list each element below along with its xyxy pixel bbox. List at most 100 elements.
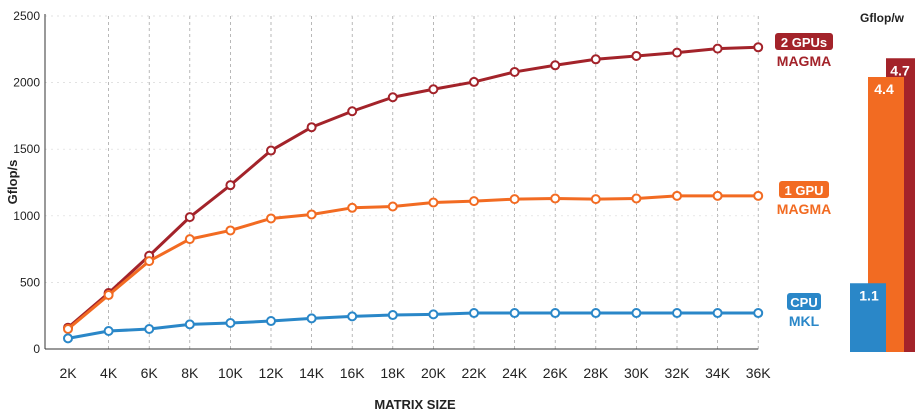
data-point [184, 234, 195, 245]
legend-sublabel: MAGMA [777, 201, 831, 217]
x-tick-label: 22K [462, 365, 488, 381]
data-point [631, 308, 642, 319]
data-point [469, 76, 479, 87]
x-tick-label: 30K [624, 365, 650, 381]
data-point [672, 47, 682, 58]
grid [45, 15, 759, 350]
data-point [672, 308, 682, 319]
gflop-per-watt-bars: 1.1 4.4 4.7 [850, 58, 915, 352]
data-point [144, 256, 155, 267]
data-point [712, 308, 723, 319]
data-point [672, 190, 682, 201]
x-tick-label: 4K [100, 365, 118, 381]
data-point [306, 122, 317, 133]
data-point [550, 193, 561, 204]
legend-label: 2 GPUs [781, 35, 827, 50]
data-point [225, 225, 236, 236]
data-point [184, 319, 195, 330]
series-line [67, 45, 759, 329]
x-tick-label: 28K [583, 365, 609, 381]
x-tick-label: 2K [59, 365, 77, 381]
series-group [63, 42, 764, 344]
y-tick-label: 2500 [13, 9, 40, 23]
bar-chart-title: Gflop/w [860, 11, 905, 25]
bar-value-label: 4.4 [874, 81, 894, 97]
legend-label: CPU [790, 295, 817, 310]
data-point [225, 318, 236, 329]
y-tick-label: 1000 [13, 209, 40, 223]
x-tick-label: 12K [259, 365, 285, 381]
data-point [387, 92, 398, 103]
data-point [753, 308, 764, 319]
data-point [144, 324, 155, 335]
data-point [266, 316, 276, 327]
bar [850, 283, 886, 352]
legend: 2 GPUs MAGMA 1 GPU MAGMA CPU MKL [775, 33, 833, 329]
data-point [306, 313, 317, 324]
data-point [590, 194, 601, 205]
legend-sublabel: MKL [789, 313, 820, 329]
data-point [225, 180, 236, 191]
data-point [712, 43, 723, 54]
legend-badge [775, 33, 833, 50]
data-point [753, 190, 764, 201]
data-point [631, 193, 642, 204]
data-point [469, 308, 479, 319]
data-point [347, 202, 358, 213]
data-point [509, 308, 520, 319]
y-axis-title: Gflop/s [5, 160, 20, 205]
data-point [103, 290, 114, 301]
data-point [550, 60, 561, 71]
series-line [67, 194, 759, 331]
x-tick-label: 10K [218, 365, 244, 381]
legend-sublabel: MAGMA [777, 53, 831, 69]
x-tick-label: 34K [705, 365, 731, 381]
series-0 [63, 42, 764, 333]
x-axis-title: MATRIX SIZE [374, 397, 456, 412]
data-point [712, 190, 723, 201]
x-tick-label: 14K [299, 365, 325, 381]
y-tick-label: 500 [20, 275, 40, 289]
data-point [428, 309, 439, 320]
x-tick-label: 26K [543, 365, 569, 381]
y-tick-label: 0 [33, 342, 40, 356]
x-tick-label: 18K [380, 365, 406, 381]
bar-value-label: 4.7 [890, 62, 910, 78]
data-point [753, 42, 764, 53]
data-point [428, 84, 439, 95]
series-line [67, 311, 759, 340]
data-point [550, 308, 561, 319]
data-point [590, 308, 601, 319]
data-point [428, 197, 439, 208]
x-tick-label: 32K [665, 365, 691, 381]
data-point [590, 54, 601, 65]
data-point [631, 50, 642, 61]
legend-badge [787, 293, 821, 310]
x-tick-label: 20K [421, 365, 447, 381]
data-point [387, 310, 398, 321]
bar-value-label: 1.1 [859, 287, 879, 303]
x-tick-label: 24K [502, 365, 528, 381]
data-point [347, 311, 358, 322]
data-point [387, 201, 398, 212]
legend-badge [779, 181, 829, 198]
data-point [266, 213, 276, 224]
data-point [469, 196, 479, 207]
axes: 0 500 1000 1500 2000 2500 2K 4K 6K 8K 10K 12K 14K 16K… [13, 9, 771, 381]
y-tick-label: 2000 [13, 76, 40, 90]
data-point [509, 194, 520, 205]
data-point [509, 66, 520, 77]
data-point [184, 212, 195, 223]
legend-label: 1 GPU [784, 183, 823, 198]
x-tick-label: 16K [340, 365, 366, 381]
data-point [266, 145, 276, 156]
x-tick-label: 36K [746, 365, 772, 381]
data-point [63, 324, 73, 335]
data-point [63, 333, 73, 344]
data-point [347, 106, 358, 117]
y-tick-label: 1500 [13, 142, 40, 156]
x-tick-label: 6K [141, 365, 159, 381]
x-tick-label: 8K [181, 365, 199, 381]
series-1 [63, 190, 764, 335]
